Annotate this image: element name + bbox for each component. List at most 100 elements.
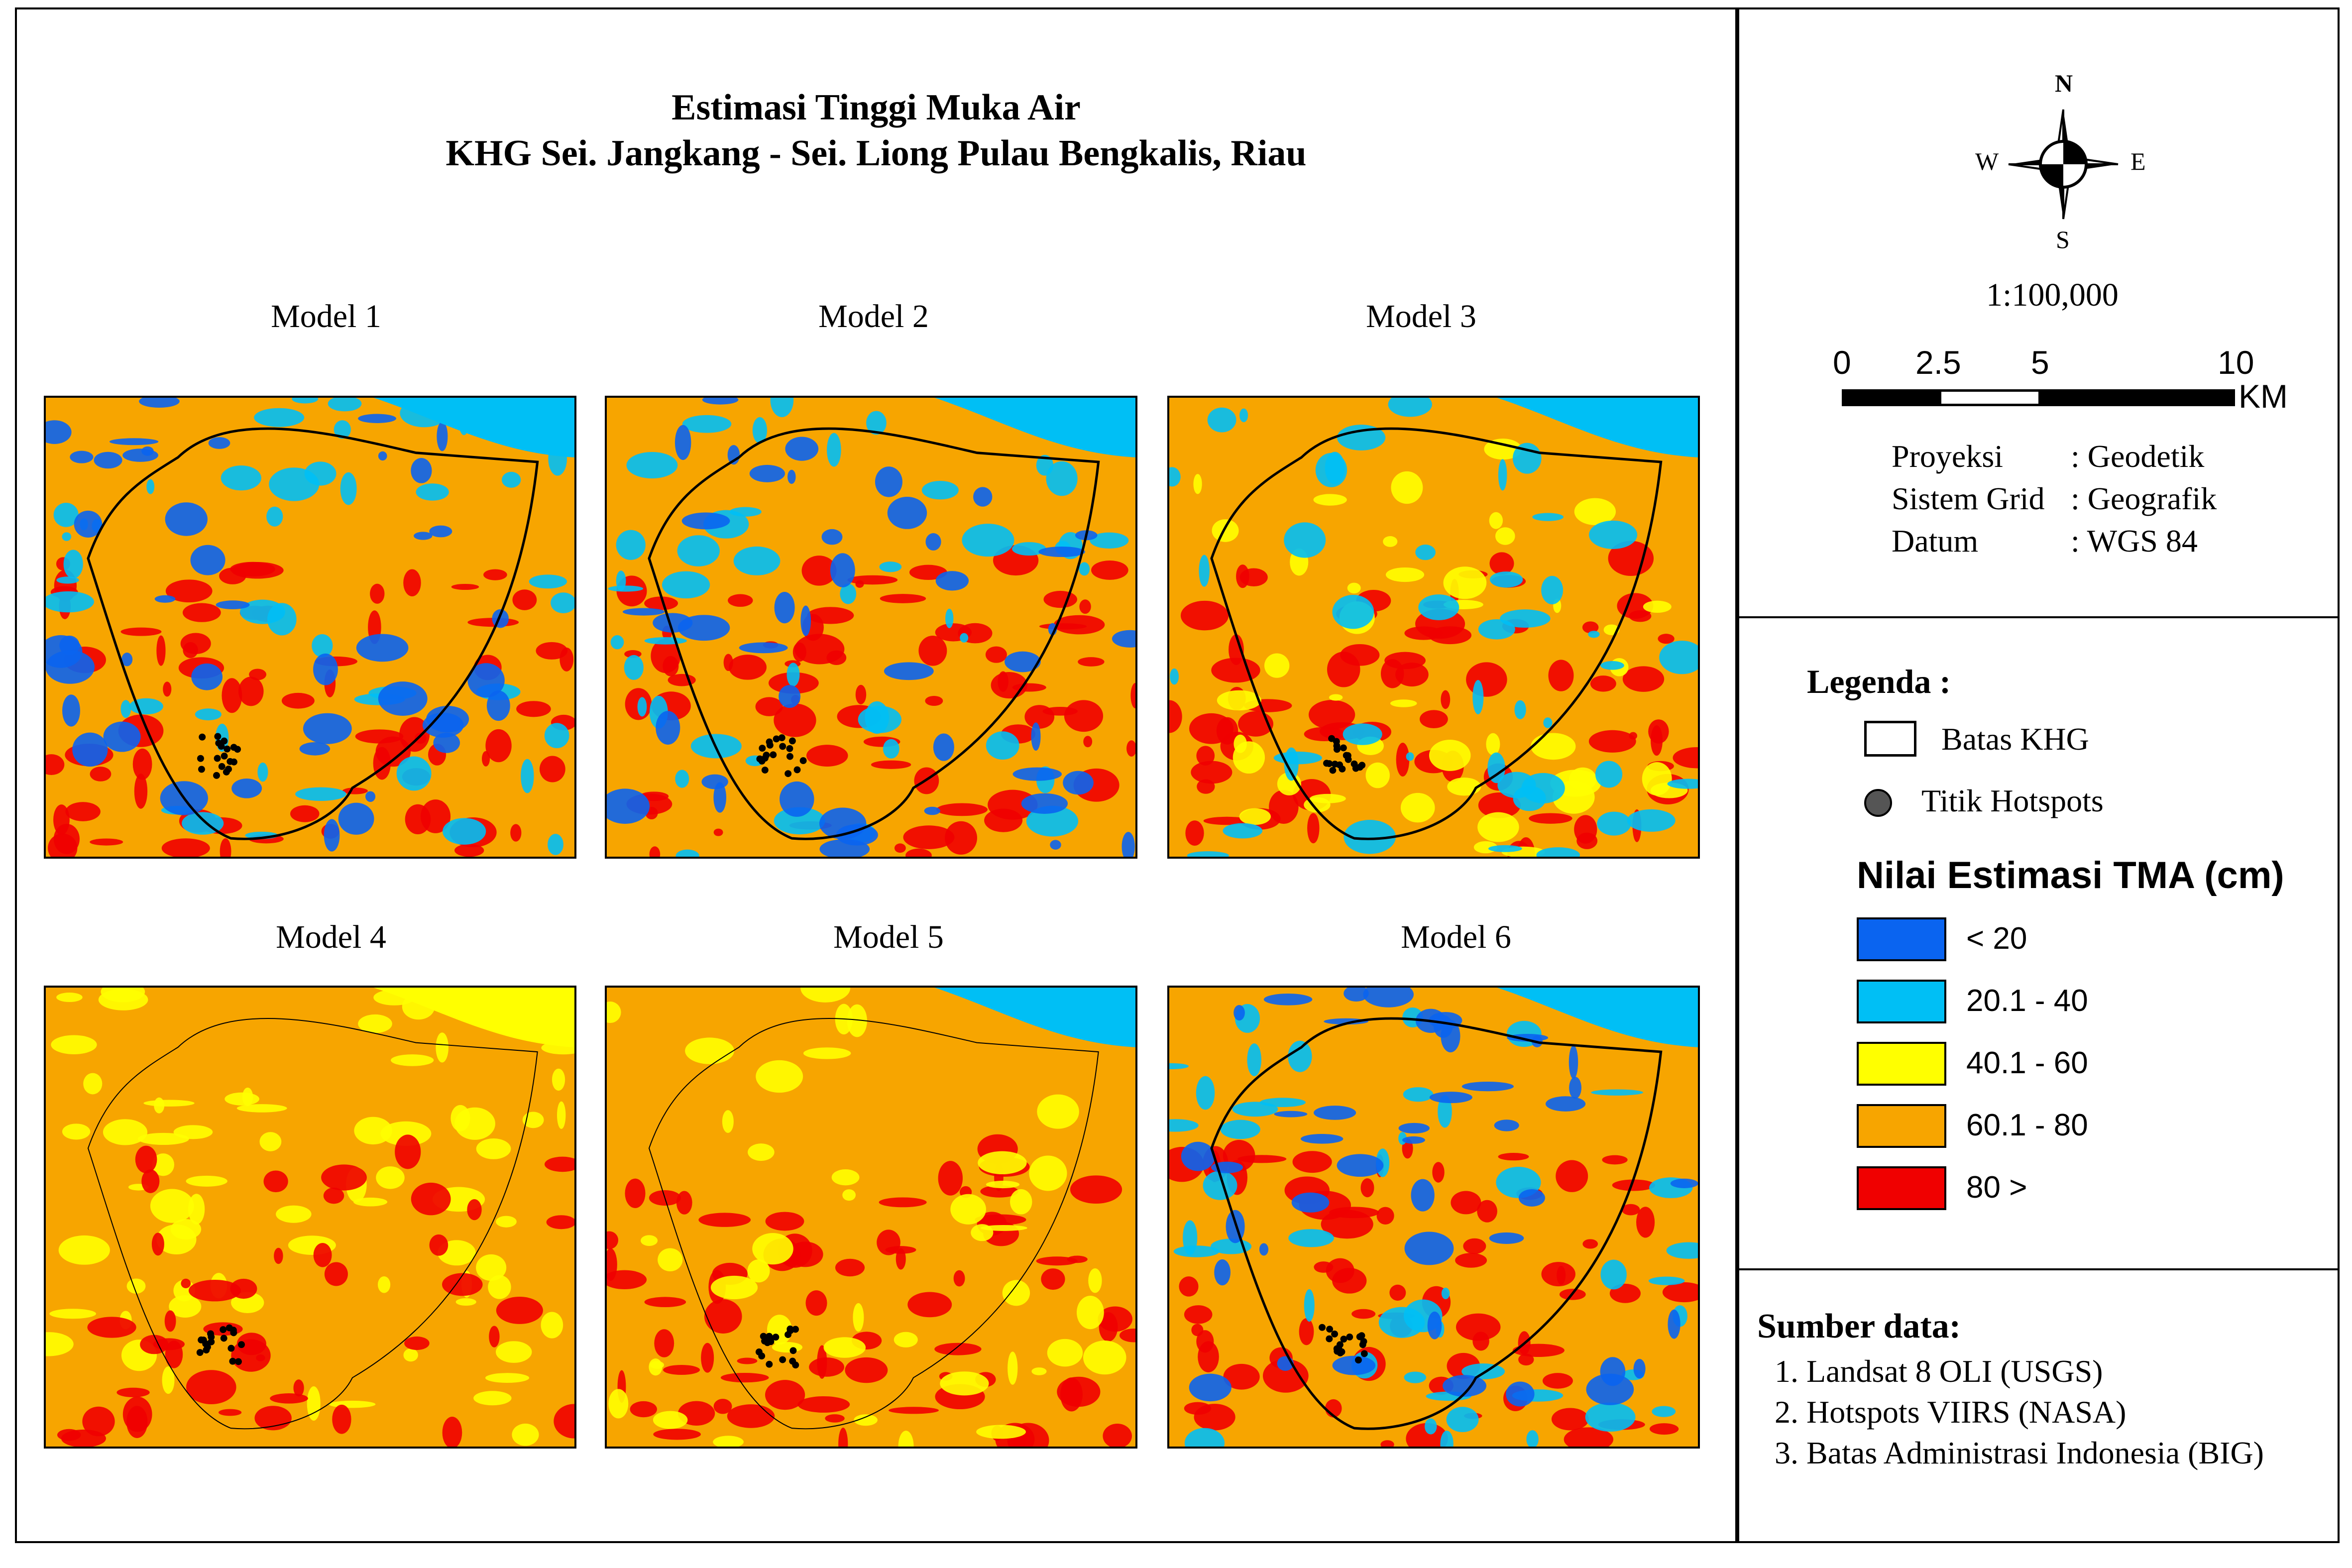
raster-patch [321, 1164, 367, 1191]
raster-patch [1233, 1005, 1245, 1021]
raster-patch [1513, 785, 1546, 811]
raster-patch [787, 1241, 823, 1267]
raster-patch [723, 654, 733, 672]
raster-patch [1184, 1402, 1212, 1415]
raster-patch [1012, 767, 1062, 781]
raster-patch [496, 1297, 543, 1324]
raster-patch [1083, 1341, 1126, 1375]
raster-patch [521, 759, 534, 793]
raster-map-6 [1169, 988, 1698, 1447]
raster-patch [90, 767, 112, 782]
raster-patch [220, 838, 231, 857]
tma-label-60-80: 60.1 - 80 [1966, 1108, 2088, 1142]
raster-patch [737, 1357, 758, 1364]
panel-label-3: Model 3 [1366, 298, 1476, 335]
raster-patch [756, 1060, 803, 1093]
raster-patch [1498, 459, 1507, 491]
raster-patch [1487, 752, 1505, 784]
hotspot-point [773, 735, 780, 743]
raster-patch [1478, 619, 1515, 640]
raster-patch [290, 805, 320, 822]
raster-patch [546, 1215, 574, 1230]
raster-patch [134, 774, 148, 809]
raster-patch [324, 819, 340, 852]
raster-patch [1380, 1440, 1394, 1447]
map-panel-model-1 [44, 396, 576, 859]
raster-patch [905, 848, 932, 857]
raster-patch [1291, 1192, 1330, 1213]
raster-patch [1332, 1268, 1367, 1294]
raster-patch [1608, 541, 1654, 576]
raster-patch [1486, 733, 1500, 756]
raster-patch [1057, 1376, 1101, 1407]
raster-patch [483, 569, 507, 580]
hotspot-point [789, 1347, 797, 1354]
raster-patch [1090, 532, 1129, 549]
raster-patch [1447, 777, 1481, 796]
hotspot-point [786, 745, 793, 752]
raster-patch [554, 1404, 574, 1439]
raster-patch [180, 633, 211, 655]
hotspot-point [227, 1344, 235, 1352]
raster-patch [270, 1393, 308, 1404]
raster-patch [266, 506, 283, 527]
raster-patch [195, 708, 222, 721]
raster-patch [218, 1409, 242, 1416]
tma-label-lt20: < 20 [1966, 921, 2027, 956]
raster-patch [380, 1121, 432, 1146]
hotspot-point [1340, 744, 1347, 752]
raster-patch [70, 450, 94, 463]
raster-patch [121, 653, 133, 667]
hotspot-point [778, 734, 785, 742]
raster-patch [1288, 1229, 1334, 1247]
raster-patch [1495, 527, 1515, 545]
panel-label-2: Model 2 [818, 298, 929, 335]
raster-patch [126, 1406, 148, 1438]
map-panel-model-6 [1167, 986, 1700, 1449]
raster-patch [1112, 630, 1135, 648]
scale-unit: KM [2239, 378, 2288, 415]
raster-patch [1406, 752, 1414, 761]
raster-patch [1169, 700, 1182, 733]
raster-patch [139, 398, 180, 408]
raster-patch [728, 655, 767, 680]
hotspot-point [221, 752, 228, 760]
hotspot-point [1326, 1335, 1333, 1343]
raster-patch [1514, 700, 1526, 719]
raster-patch [56, 576, 79, 584]
raster-patch [1365, 762, 1390, 788]
raster-patch [1600, 1357, 1626, 1386]
coastline-strip [934, 398, 1135, 457]
khg-boundary-outline [648, 1018, 1099, 1430]
hotspot-point [1319, 1324, 1326, 1331]
raster-map-5 [607, 988, 1135, 1447]
raster-patch [1446, 1407, 1479, 1433]
raster-patch [165, 502, 208, 536]
raster-patch [1053, 615, 1105, 635]
hotspot-point [225, 1324, 233, 1332]
raster-patch [299, 742, 331, 756]
raster-patch [608, 585, 644, 592]
hotspot-point [766, 1333, 773, 1340]
raster-patch [1292, 1151, 1332, 1173]
raster-patch [1429, 1092, 1472, 1104]
raster-patch [1569, 1077, 1581, 1099]
raster-patch [1455, 1253, 1487, 1268]
raster-patch [1556, 1160, 1588, 1192]
raster-patch [442, 1417, 462, 1447]
raster-patch [1091, 560, 1128, 580]
hotspot-point [1328, 735, 1336, 742]
raster-patch [644, 596, 678, 610]
hotspot-point [766, 742, 774, 749]
legend-title: Legenda : [1807, 663, 1951, 700]
raster-patch [1429, 740, 1471, 771]
raster-patch [429, 1234, 448, 1256]
hotspot-point [766, 1360, 773, 1368]
raster-patch [962, 524, 1014, 557]
raster-patch [774, 807, 825, 835]
hotspot-point [224, 745, 231, 753]
raster-patch [378, 681, 428, 716]
raster-patch [1590, 675, 1616, 692]
raster-patch [1063, 771, 1094, 795]
hotspot-point [756, 755, 764, 763]
